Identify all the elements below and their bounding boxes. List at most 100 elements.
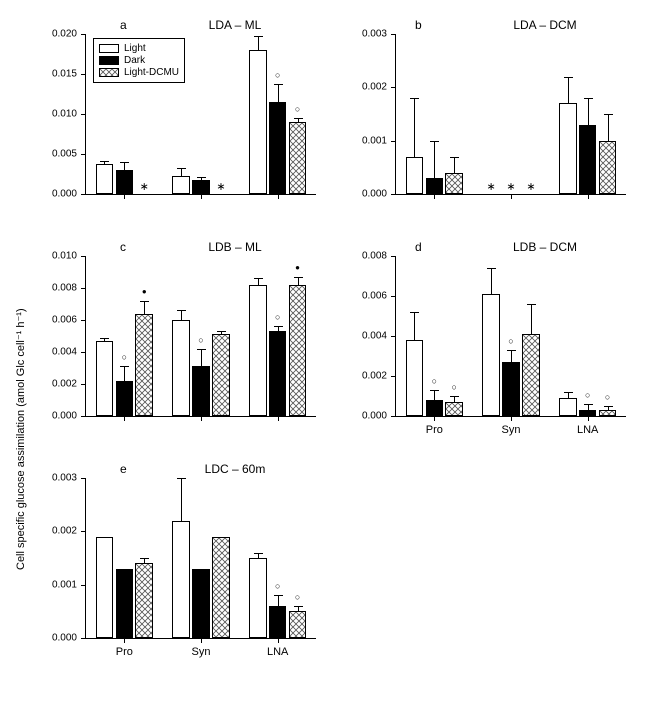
sig-marker: ○ (275, 581, 280, 591)
panel-letter: e (120, 462, 127, 476)
bar (406, 340, 424, 416)
ytick-label: 0.002 (37, 379, 77, 390)
xcat-label: LNA (267, 646, 288, 658)
sig-marker: ○ (432, 376, 437, 386)
ytick-label: 0.002 (347, 82, 387, 93)
sig-marker: ○ (275, 70, 280, 80)
bar (96, 164, 114, 194)
xcat-label: Syn (502, 424, 521, 436)
bar (249, 558, 267, 638)
bar (289, 122, 307, 194)
ytick-label: 0.000 (37, 411, 77, 422)
panel-letter: d (415, 240, 422, 254)
panel-title: LDB – DCM (513, 240, 577, 254)
panel-letter: a (120, 18, 127, 32)
bar (172, 176, 190, 194)
ytick-label: 0.002 (37, 526, 77, 537)
ytick-label: 0.001 (37, 579, 77, 590)
bar (96, 341, 114, 416)
sig-marker: ○ (508, 336, 513, 346)
panel-a: aLDA – ML∗∗○○0.0000.0050.0100.0150.020Li… (85, 20, 315, 220)
plot-area: ProSynLNA○○ (85, 478, 316, 639)
ytick-label: 0.008 (347, 251, 387, 262)
xcat-label: LNA (577, 424, 598, 436)
legend-item: Light (99, 43, 179, 54)
sig-marker: ∗ (486, 180, 495, 193)
bar (249, 285, 267, 416)
plot-area: ○ ● ○ ○ ● (85, 256, 316, 417)
ytick-label: 0.004 (347, 331, 387, 342)
ytick-label: 0.003 (37, 473, 77, 484)
xcat-label: Pro (426, 424, 443, 436)
bar (522, 334, 540, 416)
plot-area: ProSynLNA○○○○○ (395, 256, 626, 417)
bar (269, 606, 287, 638)
ytick-label: 0.006 (347, 291, 387, 302)
ytick-label: 0.015 (37, 69, 77, 80)
legend-swatch (99, 56, 119, 65)
ytick-label: 0.001 (347, 135, 387, 146)
bar (116, 170, 134, 194)
sig-marker: ○ (275, 312, 280, 322)
legend-label: Dark (124, 55, 145, 66)
legend-label: Light-DCMU (124, 67, 179, 78)
ytick-label: 0.000 (347, 189, 387, 200)
ytick-label: 0.000 (37, 633, 77, 644)
ytick-label: 0.005 (37, 149, 77, 160)
bar (192, 569, 210, 638)
legend-label: Light (124, 43, 146, 54)
panel-title: LDA – ML (209, 18, 262, 32)
panel-b: bLDA – DCM∗∗∗0.0000.0010.0020.003 (395, 20, 625, 220)
bar (579, 410, 597, 416)
bar (172, 521, 190, 638)
sig-marker: ○ (295, 104, 300, 114)
ytick-label: 0.004 (37, 347, 77, 358)
sig-marker: ○ (198, 335, 203, 345)
ytick-label: 0.003 (347, 29, 387, 40)
panel-title: LDB – ML (208, 240, 261, 254)
ytick-label: 0.010 (37, 109, 77, 120)
sig-marker: ∗ (140, 180, 149, 193)
bar (135, 563, 153, 638)
bar (192, 180, 210, 194)
bar (116, 569, 134, 638)
bar (249, 50, 267, 194)
bar (426, 400, 444, 416)
sig-marker: ∗ (526, 180, 535, 193)
ytick-label: 0.000 (37, 189, 77, 200)
bar (116, 381, 134, 416)
legend-item: Light-DCMU (99, 67, 179, 78)
bar (172, 320, 190, 416)
bar (502, 362, 520, 416)
panel-title: LDA – DCM (513, 18, 576, 32)
bar (212, 334, 230, 416)
ytick-label: 0.000 (347, 411, 387, 422)
ytick-label: 0.010 (37, 251, 77, 262)
bar (559, 398, 577, 416)
ytick-label: 0.006 (37, 315, 77, 326)
sig-marker: ○ (585, 390, 590, 400)
panel-title: LDC – 60m (205, 462, 266, 476)
bar (482, 294, 500, 416)
legend-swatch (99, 44, 119, 53)
bar (445, 402, 463, 416)
ytick-label: 0.002 (347, 371, 387, 382)
sig-marker: ○ (605, 392, 610, 402)
bar (289, 611, 307, 638)
bar (289, 285, 307, 416)
bar (445, 173, 463, 194)
bar (212, 537, 230, 638)
bar (579, 125, 597, 194)
sig-marker: ○ (122, 352, 127, 362)
bar (192, 366, 210, 416)
bar (269, 331, 287, 416)
bar (599, 410, 617, 416)
bar (426, 178, 444, 194)
bar (269, 102, 287, 194)
sig-marker: ● (142, 287, 147, 296)
ytick-label: 0.020 (37, 29, 77, 40)
sig-marker: ○ (295, 592, 300, 602)
panel-letter: c (120, 240, 126, 254)
legend-swatch (99, 68, 119, 77)
sig-marker: ● (295, 263, 300, 272)
